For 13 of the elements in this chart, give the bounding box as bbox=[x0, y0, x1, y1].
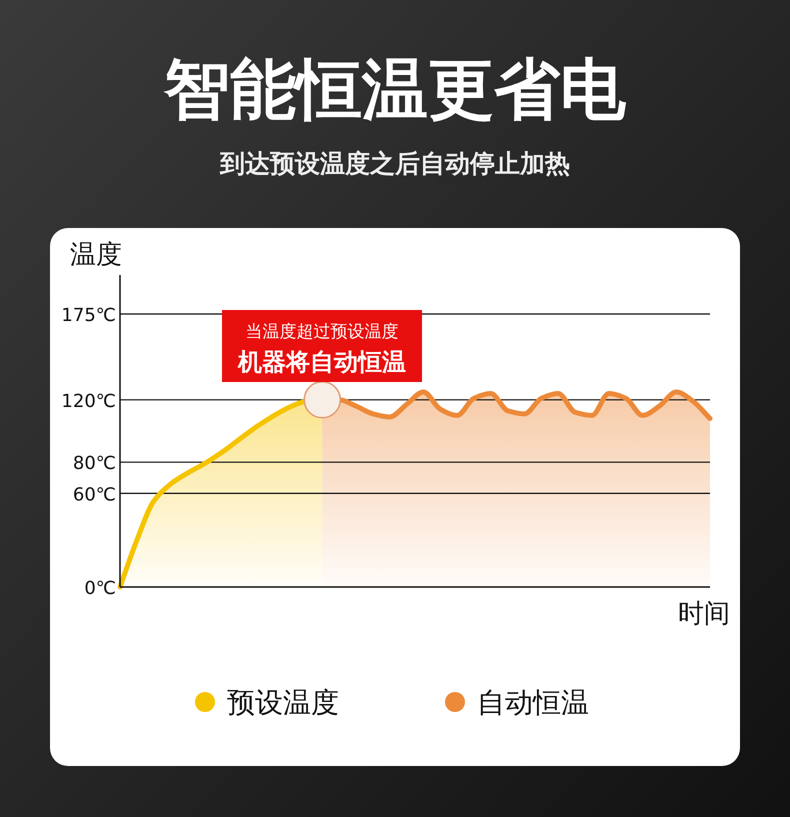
chart-title: 智能恒温更省电 bbox=[163, 51, 627, 128]
legend-label: 预设温度 bbox=[227, 686, 339, 719]
y-tick-label: 80℃ bbox=[72, 453, 116, 474]
annotation: 当温度超过预设温度 bbox=[246, 322, 398, 342]
y-tick-label: 120℃ bbox=[61, 390, 116, 412]
y-axis-title: 温度 bbox=[70, 240, 122, 270]
annotation: 机器将自动恒温 bbox=[237, 348, 406, 376]
x-axis-title: 时间 bbox=[678, 599, 730, 629]
y-tick-label: 175℃ bbox=[61, 305, 116, 326]
chart-subtitle: 到达预设温度之后自动停止加热 bbox=[219, 149, 570, 178]
y-tick-label: 60℃ bbox=[72, 484, 116, 506]
legend-label: 自动恒温 bbox=[477, 686, 589, 719]
y-tick-label: 0℃ bbox=[84, 578, 116, 599]
